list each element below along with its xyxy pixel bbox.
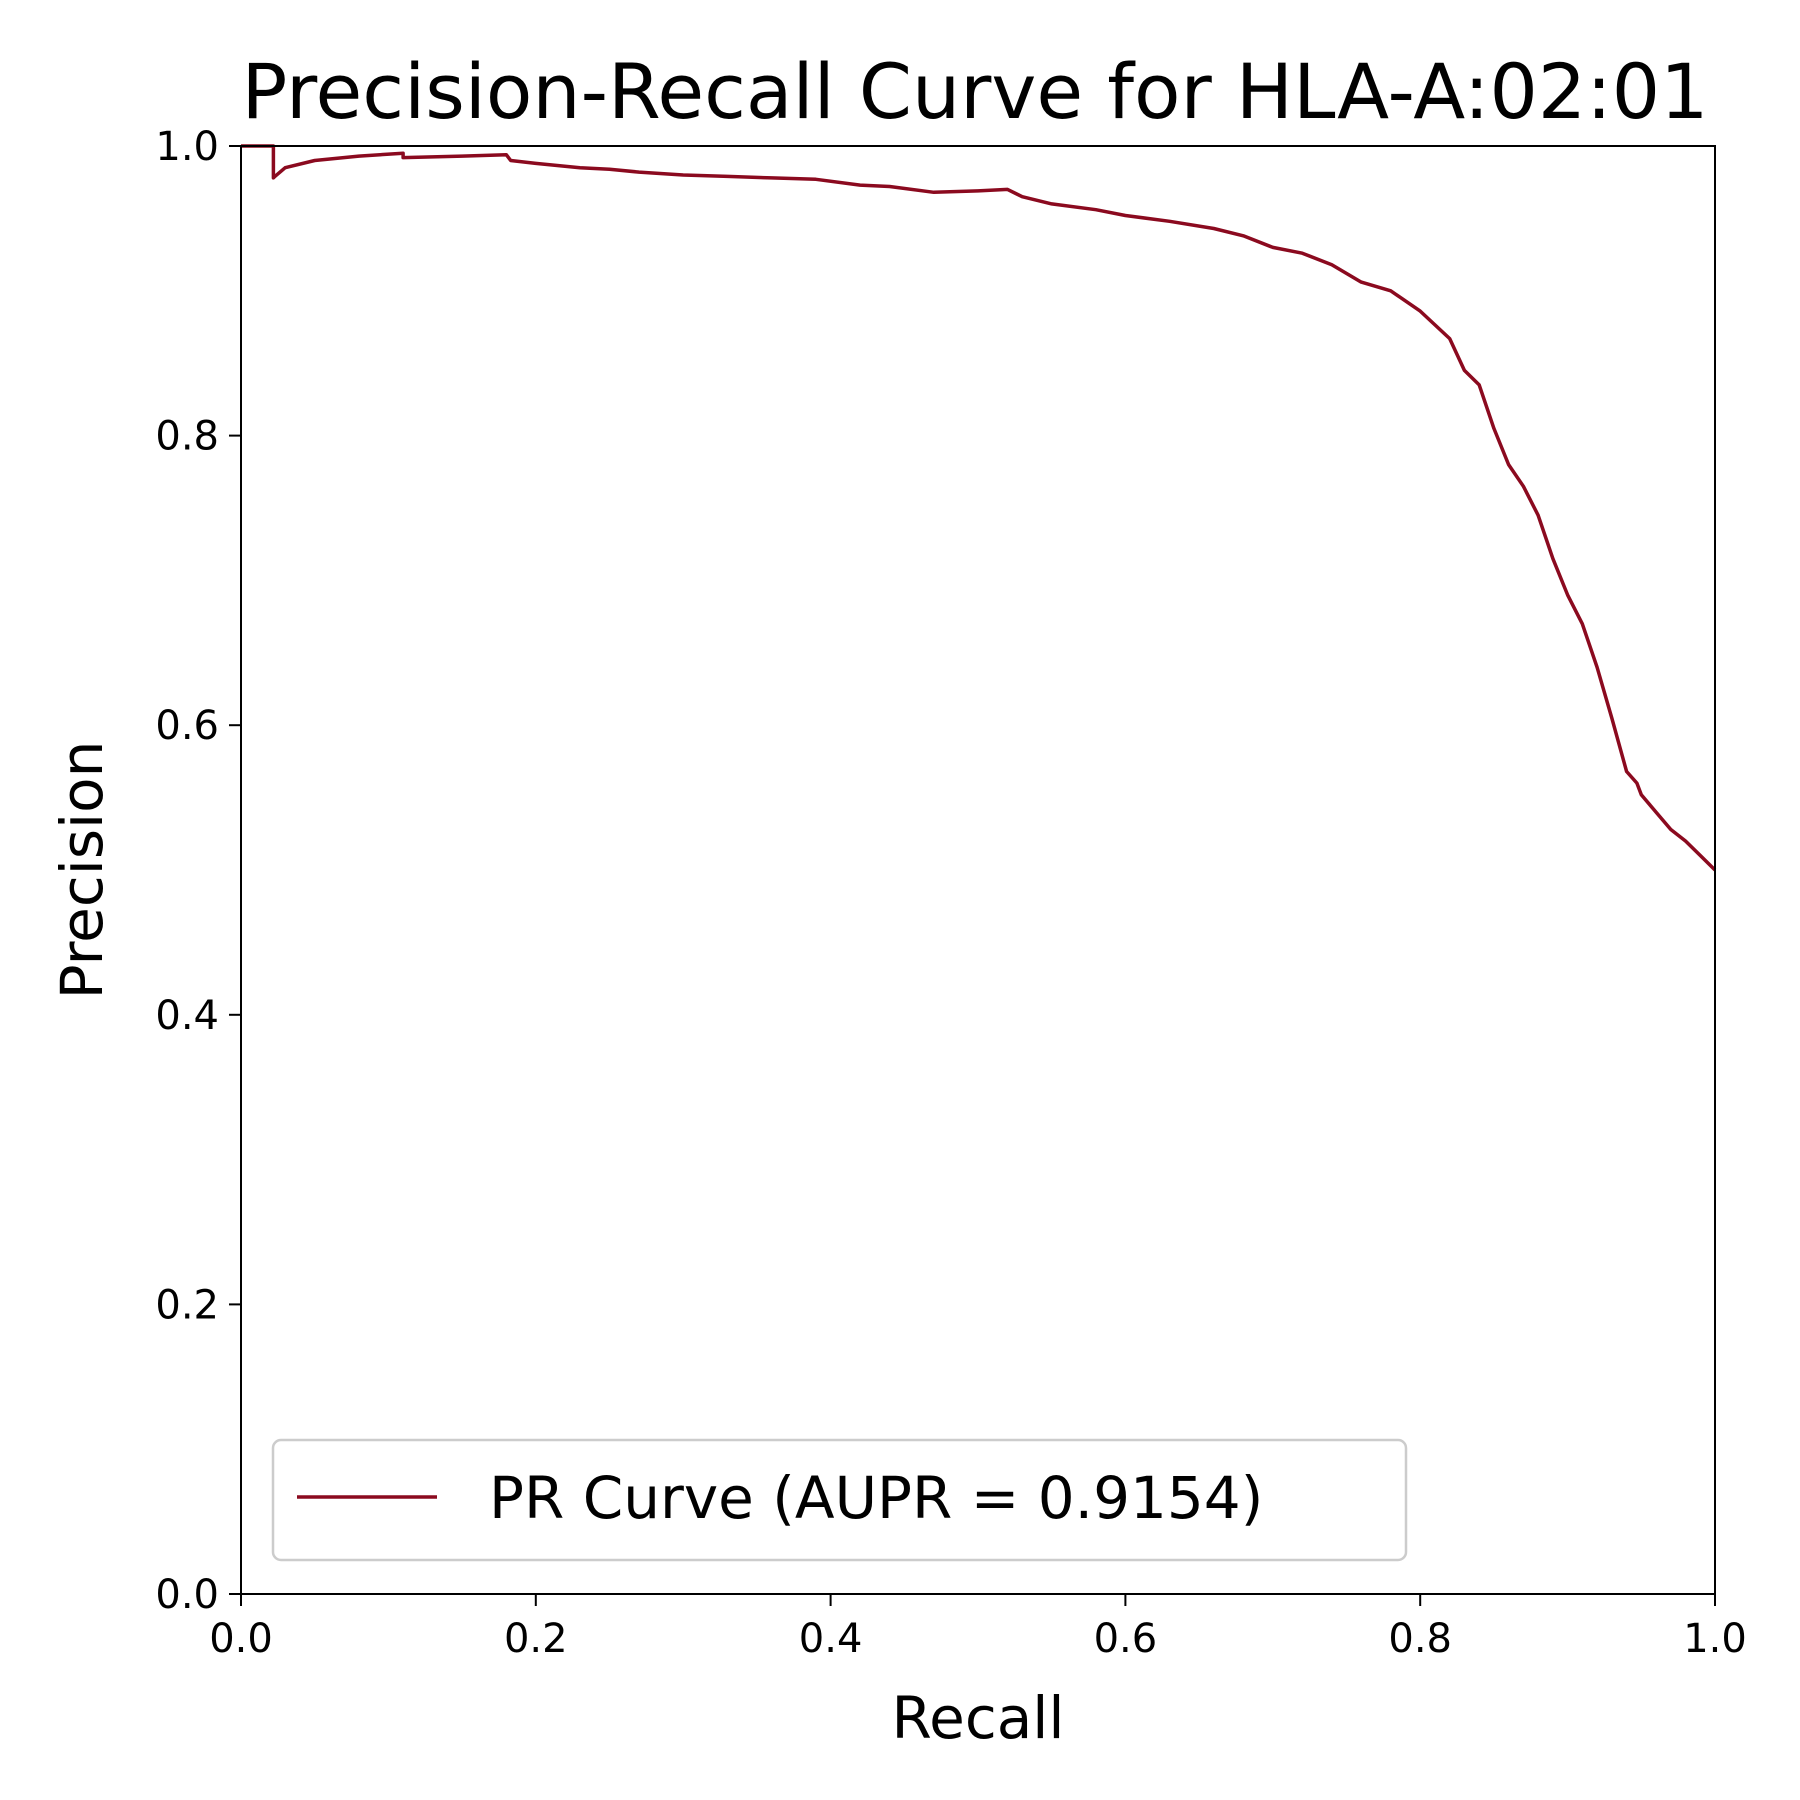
x-tick-label: 1.0 <box>1683 1616 1747 1662</box>
y-tick-label: 0.4 <box>155 993 219 1039</box>
x-axis-ticks: 0.0 0.2 0.4 0.6 0.8 1.0 <box>209 1594 1747 1662</box>
chart-title: Precision-Recall Curve for HLA-A:02:01 <box>241 47 1708 136</box>
y-tick-label: 0.0 <box>155 1572 219 1618</box>
x-tick-label: 0.4 <box>799 1616 863 1662</box>
y-tick-label: 0.6 <box>155 703 219 749</box>
legend-box <box>271 1438 1408 1562</box>
x-tick-label: 0.0 <box>209 1616 273 1662</box>
x-axis-label: Recall <box>891 1684 1064 1752</box>
y-tick-label: 1.0 <box>155 124 219 170</box>
x-tick-label: 0.6 <box>1094 1616 1158 1662</box>
plot-area-frame <box>240 145 1716 1595</box>
y-tick-label: 0.8 <box>155 414 219 460</box>
legend-label-pr-curve: PR Curve (AUPR = 0.9154) <box>489 1464 1263 1532</box>
y-axis-label: Precision <box>48 741 116 1000</box>
y-axis-ticks: 0.0 0.2 0.4 0.6 0.8 1.0 <box>155 124 241 1618</box>
x-tick-label: 0.8 <box>1388 1616 1452 1662</box>
pr-curve-line <box>241 144 1717 872</box>
legend: PR Curve (AUPR = 0.9154) <box>271 1438 1408 1562</box>
x-tick-label: 0.2 <box>504 1616 568 1662</box>
y-tick-label: 0.2 <box>155 1282 219 1328</box>
